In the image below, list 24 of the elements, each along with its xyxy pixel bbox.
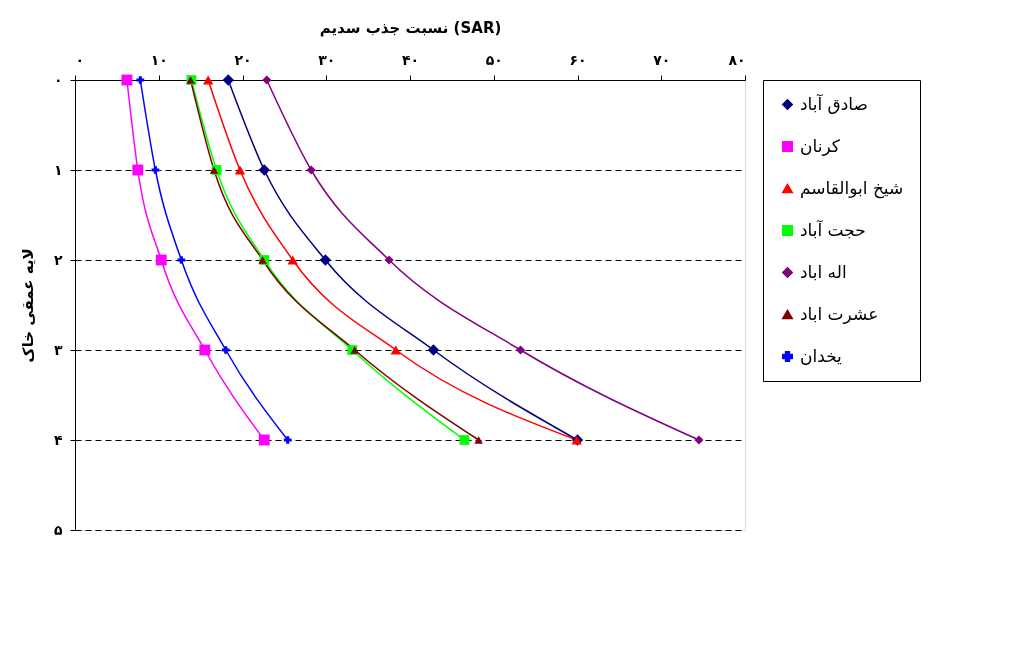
x-tick-label: ۲۰ [234, 51, 252, 68]
x-tick-label: ۷۰ [653, 51, 671, 68]
y-tick-label: ۱ [53, 161, 63, 178]
legend-label: یخدان [800, 345, 843, 366]
legend-label: عشرت اباد [800, 303, 879, 324]
legend-label: حجت آباد [800, 218, 866, 240]
y-tick-label: ۲ [53, 251, 63, 268]
y-tick-label: ۴ [53, 431, 63, 448]
legend-label: شیخ ابوالقاسم [800, 177, 904, 199]
x-tick-label: ۵۰ [485, 51, 503, 68]
x-tick-label: ۴۰ [401, 51, 420, 68]
y-tick-label: ۳ [53, 341, 63, 358]
y-tick-label: ۰ [53, 71, 63, 88]
x-tick-label: ۸۰ [728, 51, 746, 68]
x-axis-title: نسبت جذب سدیم (SAR) [319, 18, 502, 37]
x-tick-label: ۱۰ [150, 51, 168, 68]
x-tick-label: ۶۰ [569, 51, 587, 68]
y-axis-title: لایه عمقی خاک [18, 248, 37, 363]
legend-label: صادق آباد [800, 92, 868, 114]
legend-label: اله اباد [800, 261, 847, 282]
x-tick-label: ۳۰ [318, 51, 336, 68]
y-tick-label: ۵ [53, 521, 63, 538]
legend-label: کرنان [800, 135, 841, 156]
x-tick-label: ۰ [75, 51, 85, 68]
